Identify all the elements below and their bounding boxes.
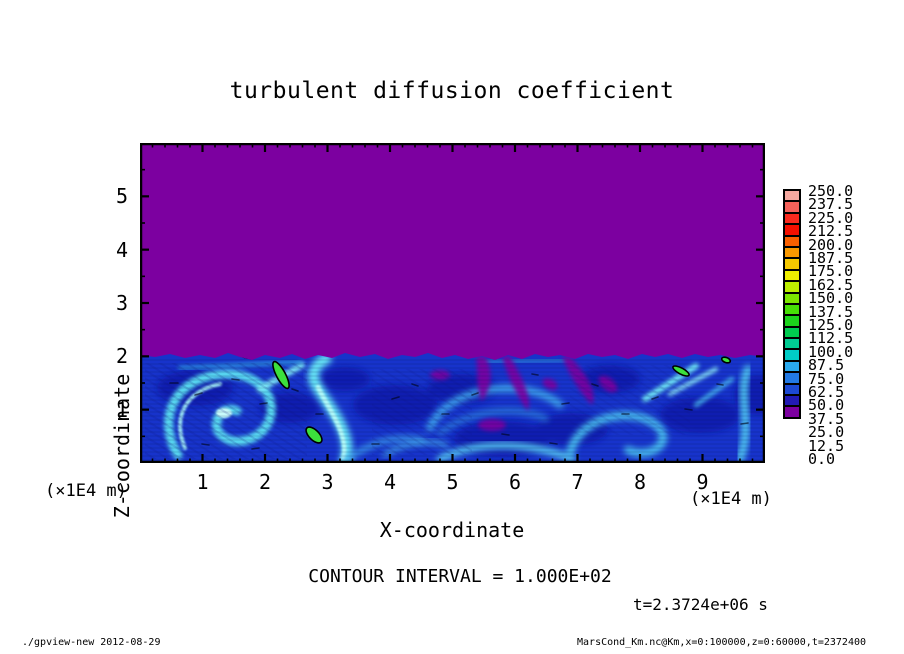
colorbar-label: 0.0 bbox=[808, 450, 836, 468]
colorbar-cell bbox=[783, 405, 801, 419]
x-tick-label: 7 bbox=[571, 470, 584, 494]
colorbar-label: 162.5 bbox=[808, 275, 854, 294]
field-lower-region bbox=[140, 353, 765, 463]
z-tick-label: 1 bbox=[115, 397, 128, 422]
colorbar-label: 125.0 bbox=[808, 316, 854, 334]
chart-title: turbulent diffusion coefficient bbox=[229, 78, 675, 104]
colorbar-label: 87.5 bbox=[808, 356, 845, 375]
colorbar-label: 150.0 bbox=[808, 289, 854, 308]
colorbar-label: 200.0 bbox=[808, 235, 854, 254]
colorbar-label: 37.5 bbox=[808, 409, 845, 428]
colorbar-label: 50.0 bbox=[808, 396, 845, 415]
colorbar: 250.0 237.5 225.0 212.5 200.0 187.5 175.0 162.5… bbox=[783, 184, 853, 467]
x-tick-label: 5 bbox=[446, 470, 459, 494]
colorbar-label: 225.0 bbox=[808, 208, 854, 227]
x-tick-label: 6 bbox=[508, 470, 522, 494]
contour-field bbox=[140, 143, 765, 463]
colorbar-label: 25.0 bbox=[808, 423, 845, 442]
colorbar-label: 187.5 bbox=[808, 249, 854, 267]
contour-interval-note: CONTOUR INTERVAL = 1.000E+02 bbox=[308, 566, 612, 587]
z-tick-label: 3 bbox=[115, 291, 128, 315]
plot-border bbox=[140, 143, 765, 463]
colorbar-label: 250.0 bbox=[808, 182, 854, 200]
footer-command: ./gpview-new 2012-08-29 bbox=[22, 637, 161, 648]
x-tick-label: 8 bbox=[633, 470, 647, 494]
plot-area: Z-coordinate bbox=[110, 143, 765, 518]
z-tick-label: 4 bbox=[115, 237, 128, 262]
x-tick-label: 3 bbox=[321, 470, 334, 494]
z-tick-label: 5 bbox=[115, 184, 128, 209]
x-axis-unit: (×1E4 m) bbox=[690, 489, 772, 509]
colorbar-label: 175.0 bbox=[808, 262, 854, 281]
z-tick-label: 2 bbox=[115, 344, 128, 369]
colorbar-label: 212.5 bbox=[808, 222, 854, 241]
x-tick-label: 2 bbox=[258, 470, 272, 494]
x-tick-label: 1 bbox=[196, 470, 209, 494]
colorbar-label: 237.5 bbox=[808, 195, 854, 214]
colorbar-label: 75.0 bbox=[808, 369, 845, 388]
colorbar-label: 137.5 bbox=[808, 302, 854, 321]
x-axis-label: X-coordinate bbox=[379, 518, 525, 542]
x-tick-label: 9 bbox=[696, 470, 709, 494]
colorbar-label: 62.5 bbox=[808, 383, 845, 401]
x-tick-label: 4 bbox=[383, 470, 397, 494]
time-annotation: t=2.3724e+06 s bbox=[633, 595, 768, 614]
colorbar-label: 12.5 bbox=[808, 436, 845, 455]
colorbar-label: 100.0 bbox=[808, 342, 854, 361]
footer-datasource: MarsCond_Km.nc@Km,x=0:100000,z=0:60000,t… bbox=[577, 637, 866, 648]
z-axis-unit: (×1E4 m) bbox=[45, 481, 127, 501]
colorbar-label: 112.5 bbox=[808, 329, 854, 348]
